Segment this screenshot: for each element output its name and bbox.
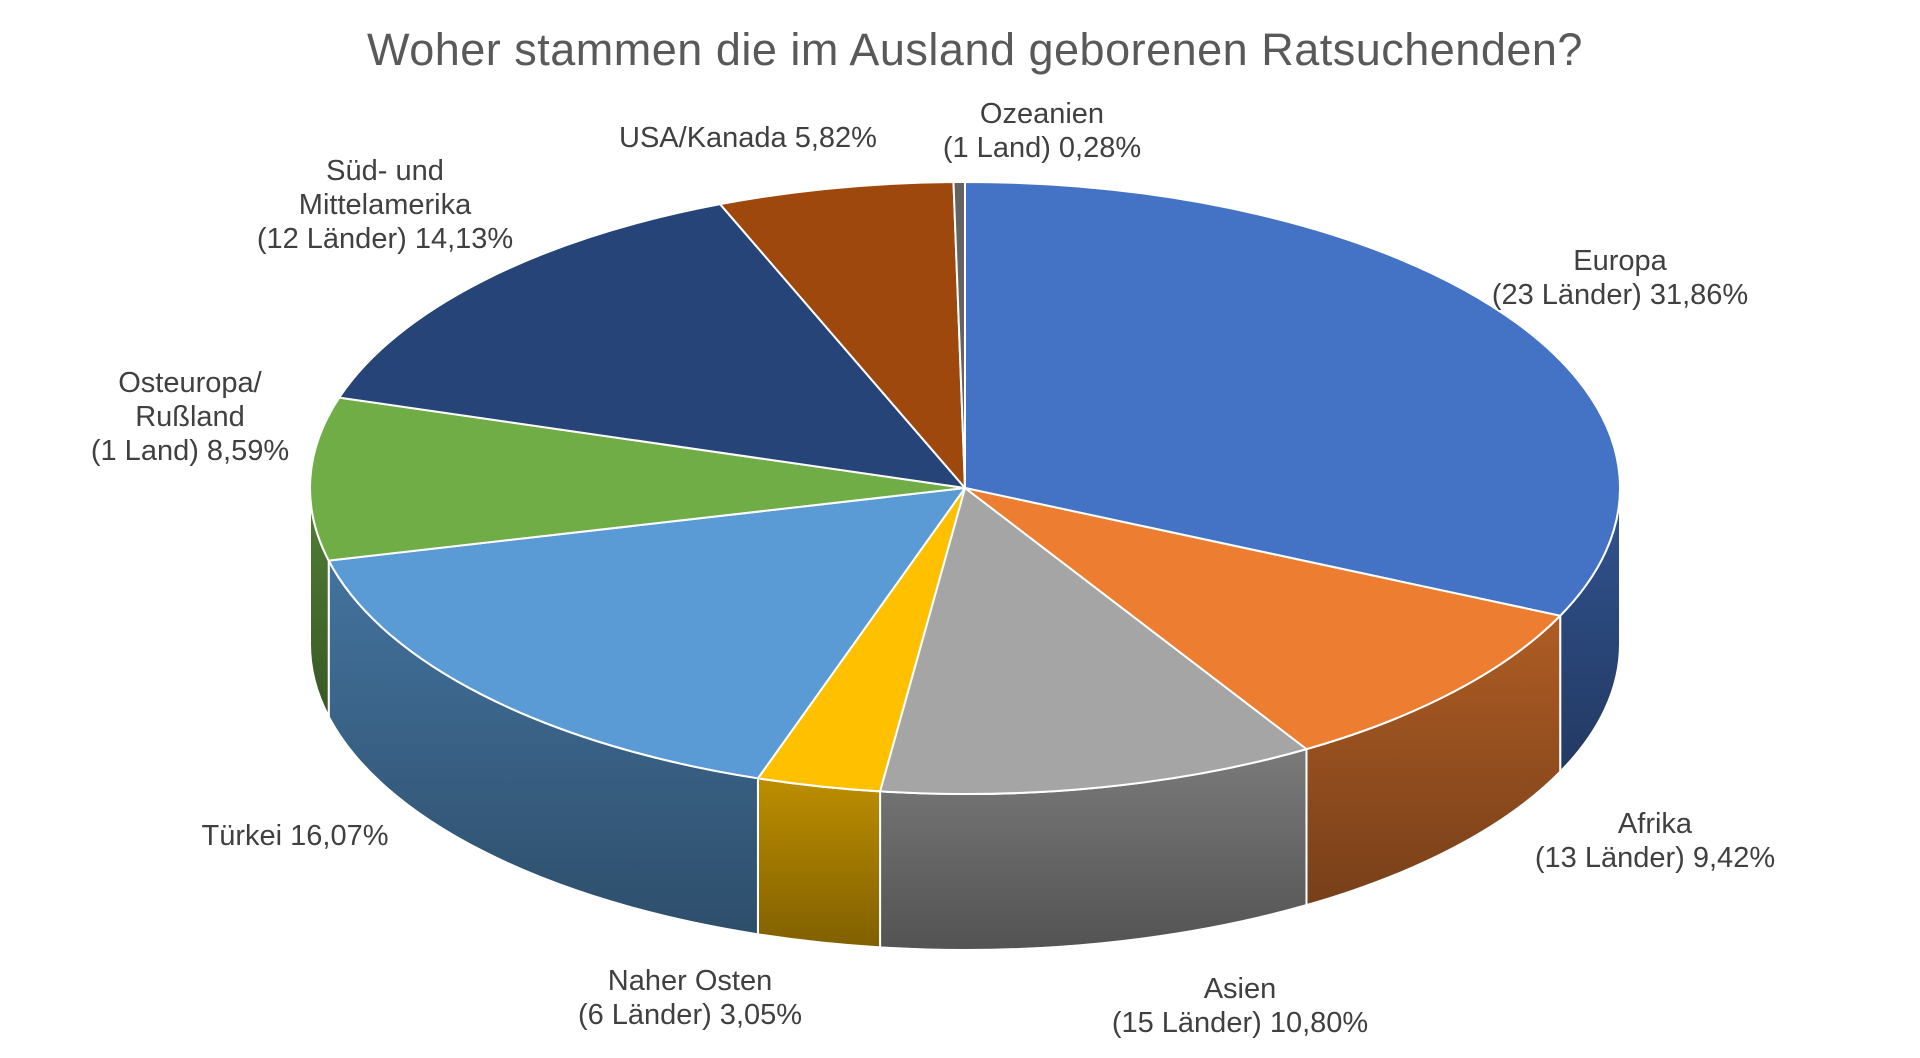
pie-slice-wall-naher-osten <box>756 777 882 949</box>
pie-slice-usa-kanada <box>719 181 966 489</box>
pie-slice-afrika <box>964 487 1562 751</box>
chart-title: Woher stammen die im Ausland geborenen R… <box>367 24 1583 75</box>
pie-slice-label-osteuropa-russland: Osteuropa/Rußland (1 Land) 8,59% <box>91 367 289 467</box>
pie-slice-label-tuerkei: Türkei 16,07% <box>202 820 389 852</box>
pie-slice-europa <box>964 181 1621 617</box>
pie-slice-ozeanien <box>952 180 966 489</box>
pie-slice-label-europa: Europa (23 Länder) 31,86% <box>1492 245 1748 311</box>
pie-top-faces <box>309 180 1621 796</box>
pie-slice-label-asien: Asien (15 Länder) 10,80% <box>1112 973 1368 1039</box>
pie-slice-sued-mittelamerika <box>338 203 966 489</box>
pie-slice-label-ozeanien: Ozeanien (1 Land) 0,28% <box>943 98 1141 164</box>
pie-slice-label-usa-kanada: USA/Kanada 5,82% <box>619 122 877 154</box>
pie-slice-tuerkei <box>327 487 966 780</box>
pie-slice-label-sued-mittelamerika: Süd- und Mittelamerika (12 Länder) 14,13% <box>257 155 513 255</box>
pie-slice-osteuropa-russland <box>309 396 966 562</box>
pie-slice-label-naher-osten: Naher Osten (6 Länder) 3,05% <box>578 965 802 1031</box>
pie-slice-label-afrika: Afrika (13 Länder) 9,42% <box>1535 808 1775 874</box>
pie-slice-asien <box>879 487 1308 796</box>
pie-side-walls <box>309 487 1621 952</box>
pie-slice-labels: Europa (23 Länder) 31,86% Afrika (13 Länder… <box>91 98 1775 1039</box>
